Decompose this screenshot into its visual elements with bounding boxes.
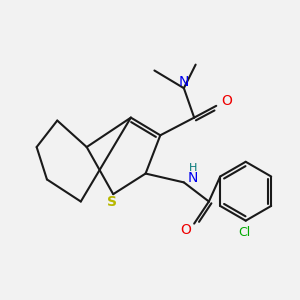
Text: O: O — [180, 223, 191, 236]
Text: Cl: Cl — [238, 226, 250, 239]
Text: H: H — [188, 163, 197, 173]
Text: S: S — [107, 194, 117, 208]
Text: N: N — [179, 75, 189, 89]
Text: O: O — [221, 94, 232, 108]
Text: N: N — [188, 171, 198, 185]
